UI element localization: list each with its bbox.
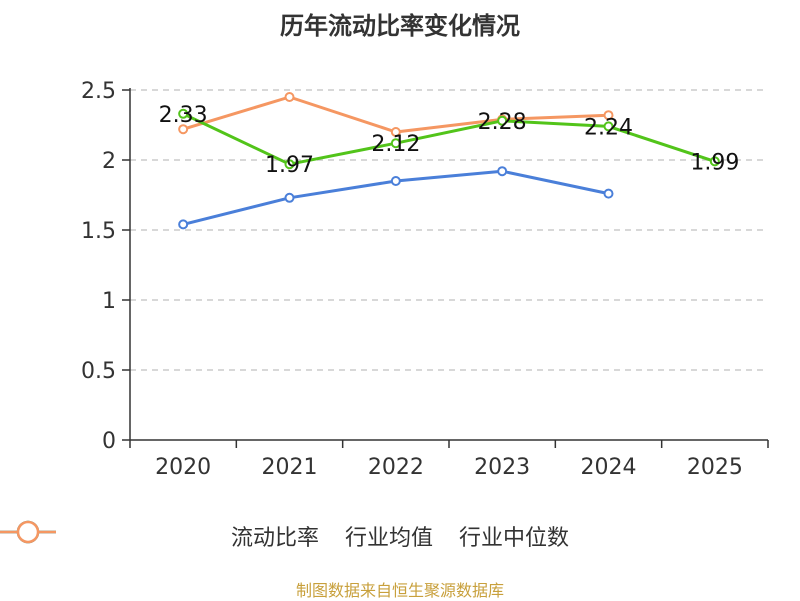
data-point-industry-mean: [178, 219, 189, 230]
legend-marker-industry-median-icon: [0, 520, 56, 544]
y-tick-label: 2: [102, 149, 116, 174]
data-point-current-ratio: [603, 121, 614, 132]
data-point-industry-median: [603, 110, 614, 121]
series-line-current-ratio: [182, 112, 716, 166]
data-point-current-ratio: [709, 156, 720, 167]
chart-title: 历年流动比率变化情况: [280, 12, 520, 40]
data-point-industry-mean: [284, 192, 295, 203]
y-tick-label: 0.5: [81, 359, 116, 384]
legend-item-industry-median[interactable]: 行业中位数: [0, 520, 570, 552]
legend-item-industry-mean[interactable]: 行业均值: [0, 520, 433, 552]
data-point-current-ratio: [178, 108, 189, 119]
legend-label-current-ratio: 流动比率: [230, 526, 319, 551]
data-point-industry-mean: [497, 166, 508, 177]
data-point-industry-mean: [390, 176, 401, 186]
chart-legend: 流动比率 行业均值 行业中位数: [0, 518, 800, 554]
data-point-current-ratio: [390, 138, 401, 149]
y-tick-label: 0: [102, 429, 116, 454]
y-tick-label: 2.5: [81, 79, 116, 104]
legend-label-industry-mean: 行业均值: [344, 526, 433, 551]
data-point-industry-mean: [603, 188, 614, 199]
data-label: 1.99: [690, 150, 739, 175]
data-point-current-ratio: [284, 159, 295, 170]
data-point-industry-median: [284, 92, 295, 102]
data-point-current-ratio: [497, 115, 508, 126]
x-tick-label: 2023: [474, 455, 530, 480]
x-tick-label: 2025: [687, 455, 743, 480]
data-point-industry-median: [178, 124, 189, 135]
data-label: 2.24: [584, 115, 633, 140]
data-label: 1.97: [265, 153, 314, 178]
y-tick-label: 1.5: [81, 219, 116, 244]
x-tick-label: 2021: [262, 455, 318, 480]
data-point-industry-median: [390, 127, 401, 137]
data-label: 2.12: [371, 132, 420, 157]
x-tick-label: 2024: [581, 455, 637, 480]
x-tick-label: 2022: [368, 455, 424, 480]
series-line-industry-median: [182, 95, 609, 134]
data-source-note: 制图数据来自恒生聚源数据库: [295, 581, 504, 600]
x-tick-label: 2020: [155, 455, 211, 480]
y-tick-label: 1: [102, 289, 116, 314]
data-label: 2.33: [159, 103, 208, 128]
legend-label-industry-median: 行业中位数: [459, 526, 570, 551]
legend-item-current-ratio[interactable]: 流动比率: [0, 520, 319, 552]
data-label: 2.28: [478, 110, 527, 135]
